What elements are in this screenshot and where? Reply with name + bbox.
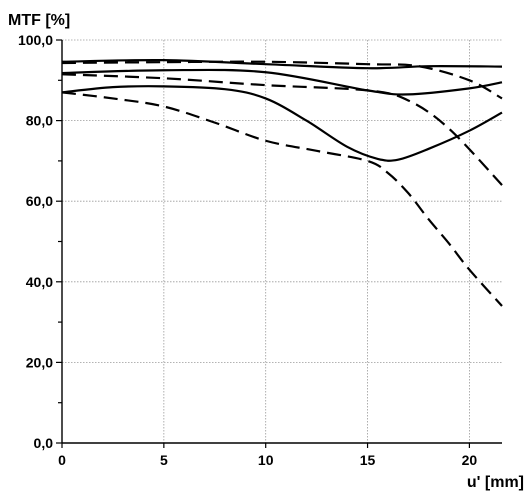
mtf-series-6-dashed	[61, 91, 503, 307]
grid-lines	[62, 39, 502, 443]
y-tick-label: 80,0	[26, 113, 53, 129]
x-tick-label: 0	[58, 452, 66, 468]
mtf-series-1-solid	[61, 58, 503, 70]
mtf-series-3-solid	[61, 68, 503, 96]
tick-marks	[56, 39, 471, 448]
x-tick-label: 10	[258, 452, 274, 468]
y-tick-label: 60,0	[26, 193, 53, 209]
mtf-series-5-solid	[61, 85, 503, 162]
y-tick-label: 40,0	[26, 274, 53, 290]
y-tick-label: 100,0	[18, 32, 53, 48]
mtf-series-4-dashed	[61, 73, 503, 186]
y-tick-label: 0,0	[34, 435, 54, 451]
x-tick-label: 15	[360, 452, 376, 468]
tick-labels: 0,0 20,0 40,0 60,0 80,0 100,0 0 5 10 15 20	[18, 32, 477, 468]
y-tick-label: 20,0	[26, 354, 53, 370]
mtf-series-2-dashed	[61, 60, 503, 100]
y-axis-label: MTF [%]	[8, 12, 70, 29]
x-axis-label: u' [mm]	[467, 474, 524, 491]
x-tick-label: 20	[462, 452, 478, 468]
series-lines	[61, 58, 503, 307]
x-tick-label: 5	[160, 452, 168, 468]
